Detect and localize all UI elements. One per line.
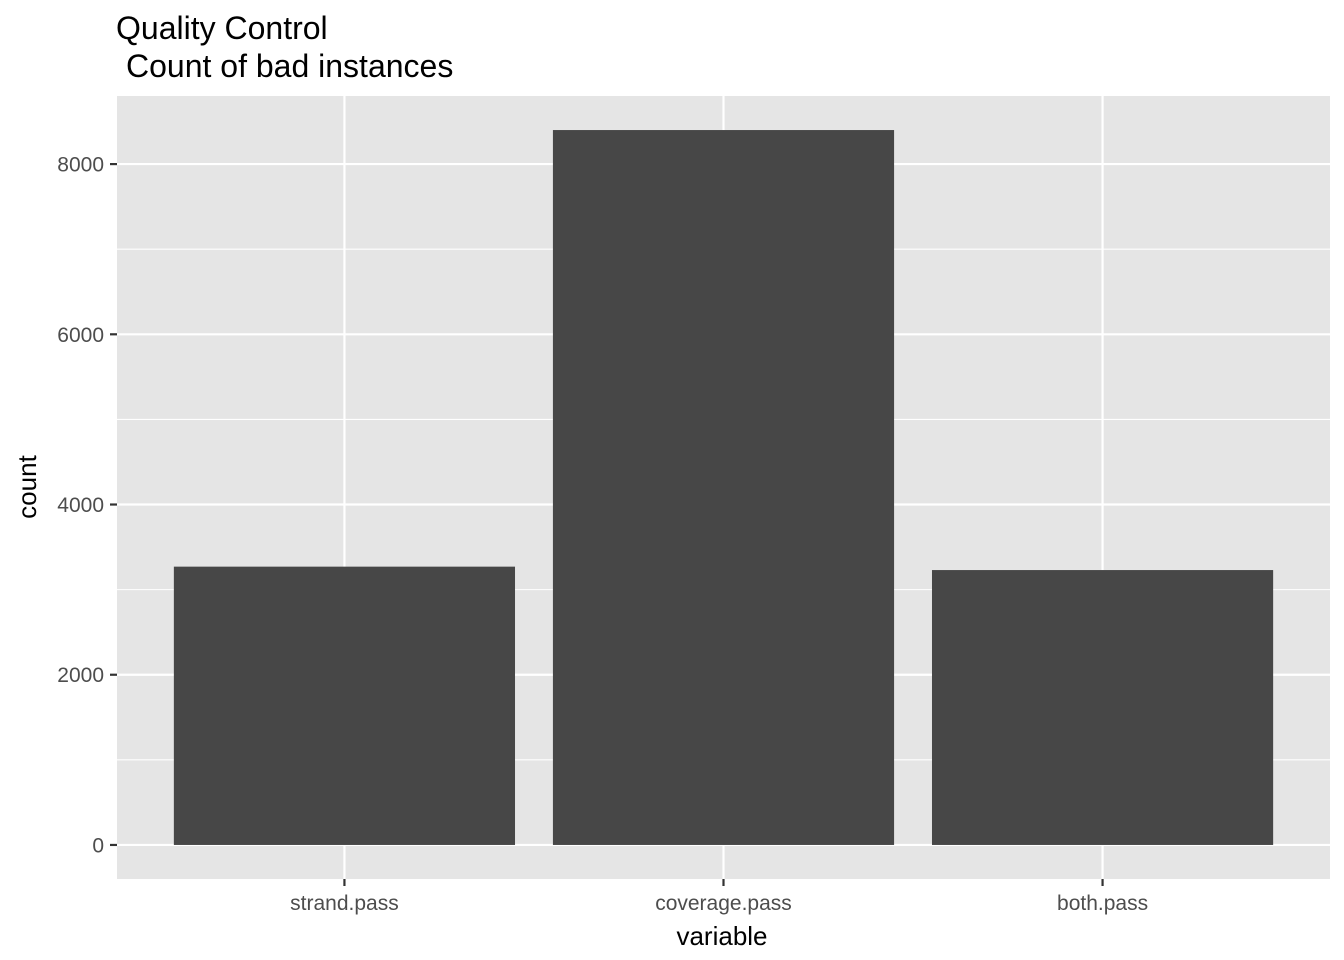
y-tick-label: 6000 bbox=[57, 324, 104, 347]
y-tick-label: 4000 bbox=[57, 494, 104, 517]
y-tick-label: 2000 bbox=[57, 664, 104, 687]
bar-coverage.pass bbox=[552, 130, 895, 845]
chart-subtitle: Count of bad instances bbox=[126, 48, 453, 84]
y-axis: 0 2000 4000 6000 8000 bbox=[57, 154, 117, 857]
chart-title: Quality Control bbox=[116, 10, 328, 46]
x-tick-label: strand.pass bbox=[290, 892, 399, 915]
x-axis-title: variable bbox=[676, 921, 767, 951]
x-axis: strand.pass coverage.pass both.pass bbox=[290, 879, 1148, 915]
bar-strand.pass bbox=[173, 566, 516, 845]
y-tick-label: 8000 bbox=[57, 154, 104, 177]
bars bbox=[173, 130, 1274, 845]
y-axis-title: count bbox=[12, 454, 42, 518]
bar-both.pass bbox=[931, 570, 1274, 845]
y-tick-label: 0 bbox=[92, 834, 104, 857]
x-tick-label: coverage.pass bbox=[655, 892, 792, 915]
x-tick-label: both.pass bbox=[1057, 892, 1148, 915]
